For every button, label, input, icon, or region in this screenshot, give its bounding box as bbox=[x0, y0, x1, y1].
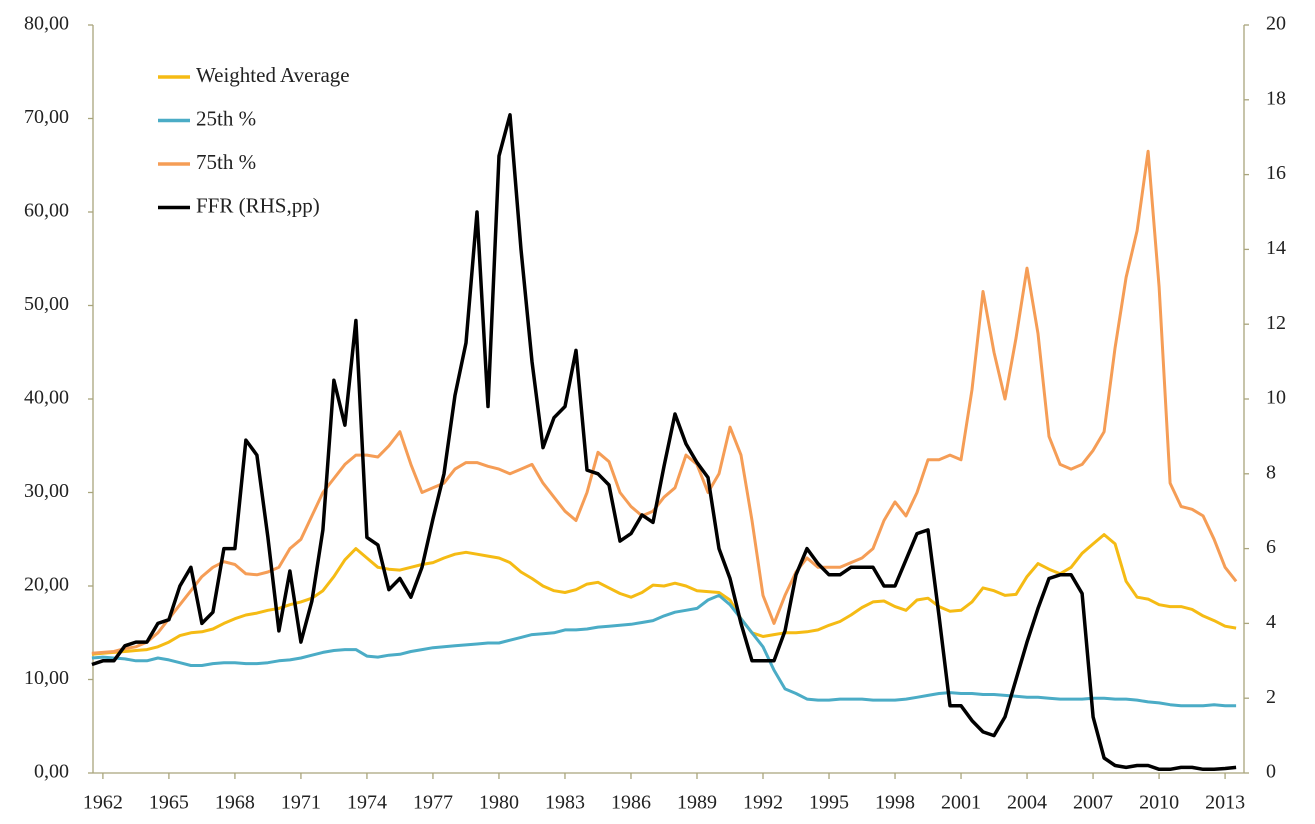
y2-tick-label: 0 bbox=[1266, 761, 1276, 783]
x-tick-label: 2001 bbox=[941, 792, 981, 814]
y2-tick-label: 8 bbox=[1266, 461, 1276, 483]
y-tick-label: 40,00 bbox=[24, 387, 69, 409]
y2-tick-label: 20 bbox=[1266, 13, 1286, 35]
legend-label: 25th % bbox=[196, 106, 256, 130]
x-tick-label: 1992 bbox=[743, 792, 783, 814]
y-tick-label: 10,00 bbox=[24, 667, 69, 689]
x-tick-label: 1965 bbox=[149, 792, 189, 814]
x-tick-label: 1998 bbox=[875, 792, 915, 814]
y2-tick-label: 18 bbox=[1266, 87, 1286, 109]
series-line bbox=[91, 113, 1237, 772]
x-tick-label: 1977 bbox=[413, 792, 453, 814]
y-tick-label: 50,00 bbox=[24, 293, 69, 315]
legend-label: 75th % bbox=[196, 150, 256, 174]
x-tick-label: 2004 bbox=[1007, 792, 1047, 814]
x-tick-label: 2013 bbox=[1205, 792, 1245, 814]
y-tick-label: 20,00 bbox=[24, 574, 69, 596]
x-tick-label: 2007 bbox=[1073, 792, 1113, 814]
legend-label: Weighted Average bbox=[196, 63, 350, 87]
x-tick-label: 1962 bbox=[83, 792, 123, 814]
x-tick-label: 1989 bbox=[677, 792, 717, 814]
x-tick-label: 2010 bbox=[1139, 792, 1179, 814]
x-tick-label: 1983 bbox=[545, 792, 585, 814]
x-tick-label: 1986 bbox=[611, 792, 651, 814]
series-line bbox=[91, 149, 1238, 655]
series-line bbox=[91, 533, 1237, 656]
y-tick-label: 60,00 bbox=[24, 200, 69, 222]
y2-tick-label: 4 bbox=[1266, 611, 1276, 633]
x-tick-label: 1980 bbox=[479, 792, 519, 814]
legend-label: FFR (RHS,pp) bbox=[196, 193, 320, 217]
y-tick-label: 70,00 bbox=[24, 106, 69, 128]
series-line bbox=[91, 593, 1237, 708]
y-tick-label: 80,00 bbox=[24, 13, 69, 35]
y2-tick-label: 16 bbox=[1266, 162, 1286, 184]
y2-tick-label: 14 bbox=[1266, 237, 1286, 259]
x-tick-label: 1971 bbox=[281, 792, 321, 814]
x-tick-label: 1974 bbox=[347, 792, 387, 814]
y2-tick-label: 6 bbox=[1266, 536, 1276, 558]
x-tick-label: 1995 bbox=[809, 792, 849, 814]
y2-tick-label: 12 bbox=[1266, 312, 1286, 334]
y2-tick-label: 10 bbox=[1266, 387, 1286, 409]
y-tick-label: 30,00 bbox=[24, 480, 69, 502]
x-tick-label: 1968 bbox=[215, 792, 255, 814]
y-tick-label: 0,00 bbox=[34, 761, 69, 783]
y2-tick-label: 2 bbox=[1266, 686, 1276, 708]
